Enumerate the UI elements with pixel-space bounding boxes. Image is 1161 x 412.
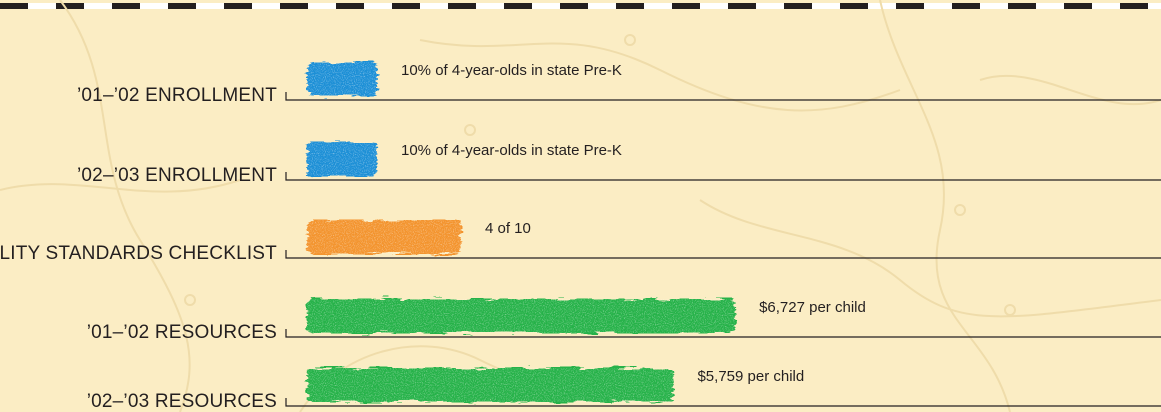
category-label: ’01–’02 ENROLLMENT <box>77 85 277 106</box>
row-axis-line <box>285 172 1161 181</box>
dashed-top-border <box>0 3 1161 9</box>
bar-value-label: $6,727 per child <box>759 299 866 316</box>
bar-value-label: 10% of 4-year-olds in state Pre-K <box>401 142 622 159</box>
bar-texture <box>307 62 377 96</box>
category-label: ’02–’03 ENROLLMENT <box>77 165 277 186</box>
category-label: QUALITY STANDARDS CHECKLIST <box>0 243 277 264</box>
category-label: ’02–’03 RESOURCES <box>87 391 277 412</box>
bar-value-label: $5,759 per child <box>697 368 804 385</box>
row-axis-line <box>285 329 1161 338</box>
row-axis-line <box>285 398 1161 407</box>
category-label: ’01–’02 RESOURCES <box>87 322 277 343</box>
bar-texture <box>307 299 736 333</box>
chart-row: ’01–’02 ENROLLMENT 10% of 4-year-olds in … <box>77 62 1161 106</box>
row-axis-line <box>285 92 1161 101</box>
chart-row: ’01–’02 RESOURCES $6,727 per child <box>87 299 1161 343</box>
chart-row: ’02–’03 RESOURCES $5,759 per child <box>87 368 1161 412</box>
bar-value-label: 10% of 4-year-olds in state Pre-K <box>401 62 622 79</box>
chart-row: QUALITY STANDARDS CHECKLIST 4 of 10 <box>0 220 1161 264</box>
bar-texture <box>307 368 674 402</box>
bar-texture <box>307 142 377 176</box>
row-axis-line <box>285 250 1161 259</box>
bar-value-label: 4 of 10 <box>485 220 531 237</box>
chart-row: ’02–’03 ENROLLMENT 10% of 4-year-olds in … <box>77 142 1161 186</box>
bar-texture <box>307 220 461 254</box>
